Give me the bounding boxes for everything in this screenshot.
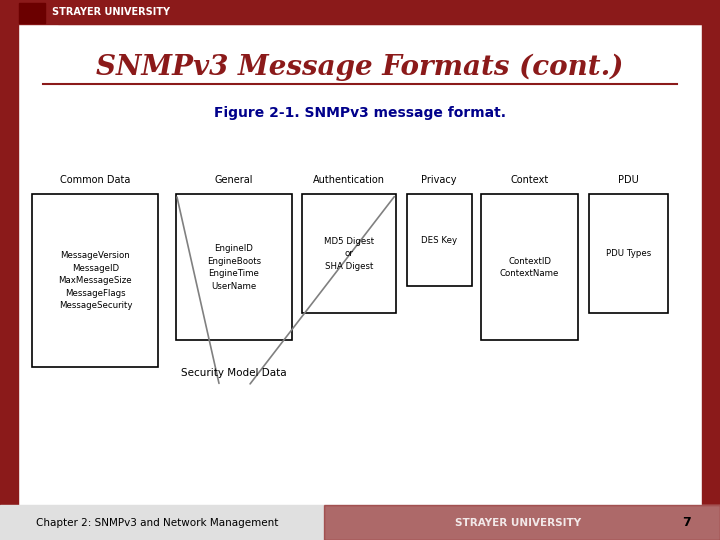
Bar bbox=[302, 194, 396, 313]
Bar bbox=[32, 194, 158, 367]
Bar bbox=[324, 505, 720, 540]
Text: MessageVersion
MessageID
MaxMessageSize
MessageFlags
MessageSecurity: MessageVersion MessageID MaxMessageSize … bbox=[58, 251, 132, 310]
Text: Chapter 2: SNMPv3 and Network Management: Chapter 2: SNMPv3 and Network Management bbox=[36, 518, 279, 528]
Bar bbox=[481, 194, 578, 340]
Text: EngineID
EngineBoots
EngineTime
UserName: EngineID EngineBoots EngineTime UserName bbox=[207, 244, 261, 291]
Bar bbox=[58, 0, 706, 24]
Text: ContextID
ContextName: ContextID ContextName bbox=[500, 256, 559, 278]
Bar bbox=[19, 3, 45, 23]
Text: Security Model Data: Security Model Data bbox=[181, 368, 287, 378]
Text: General: General bbox=[215, 174, 253, 185]
Text: Authentication: Authentication bbox=[313, 174, 385, 185]
Text: MD5 Digest
or
SHA Digest: MD5 Digest or SHA Digest bbox=[324, 237, 374, 271]
Text: Figure 2-1. SNMPv3 message format.: Figure 2-1. SNMPv3 message format. bbox=[214, 106, 506, 120]
Text: Privacy: Privacy bbox=[421, 174, 457, 185]
Text: Common Data: Common Data bbox=[60, 174, 130, 185]
Bar bbox=[589, 194, 668, 313]
Text: STRAYER UNIVERSITY: STRAYER UNIVERSITY bbox=[455, 518, 582, 528]
Bar bbox=[0, 0, 720, 24]
Text: SNMPv3 Message Formats (cont.): SNMPv3 Message Formats (cont.) bbox=[96, 54, 624, 81]
Bar bbox=[407, 194, 472, 286]
Bar bbox=[0, 0, 18, 540]
Text: 7: 7 bbox=[683, 516, 691, 529]
Text: STRAYER UNIVERSITY: STRAYER UNIVERSITY bbox=[52, 7, 170, 17]
Text: Context: Context bbox=[510, 174, 549, 185]
Text: PDU Types: PDU Types bbox=[606, 249, 651, 258]
Bar bbox=[702, 0, 720, 540]
Text: PDU: PDU bbox=[618, 174, 639, 185]
Text: DES Key: DES Key bbox=[421, 236, 457, 245]
Bar bbox=[176, 194, 292, 340]
Bar bbox=[0, 505, 720, 540]
